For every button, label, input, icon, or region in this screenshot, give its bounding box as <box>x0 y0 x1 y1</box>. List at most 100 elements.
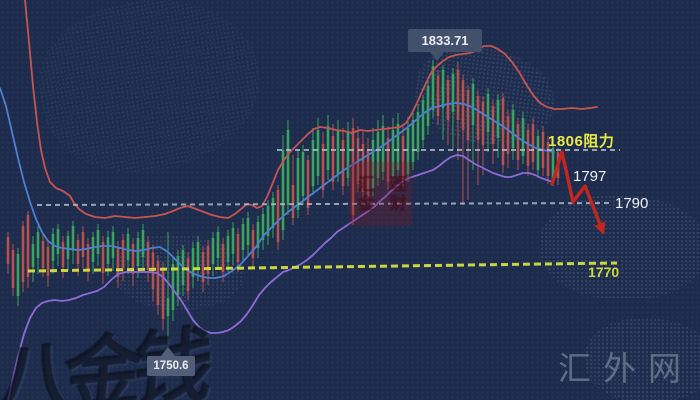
levels-layer <box>27 149 620 273</box>
candle <box>136 232 140 278</box>
low-price-callout: 1750.6 <box>147 356 195 376</box>
candle <box>271 192 275 238</box>
candle <box>296 150 300 218</box>
candle <box>186 252 190 300</box>
candle <box>341 128 345 195</box>
candle <box>221 238 225 282</box>
candle <box>211 232 215 276</box>
candle <box>451 68 455 150</box>
candle <box>546 136 550 184</box>
candle <box>466 85 470 200</box>
candle <box>216 226 220 270</box>
candle <box>141 224 145 270</box>
ma-lines-layer <box>0 0 598 400</box>
candle <box>161 262 165 330</box>
calligraphy-signature-watermark: 八金钱 <box>0 320 207 400</box>
candle <box>461 75 465 205</box>
candle <box>381 115 385 180</box>
candle <box>496 94 500 158</box>
candle <box>121 234 125 281</box>
forecast-arrow <box>550 150 606 235</box>
candle <box>226 230 230 272</box>
candle <box>16 248 20 306</box>
candle <box>361 132 365 200</box>
support-1770-dashed-line <box>27 261 618 273</box>
candle <box>326 115 330 180</box>
candle <box>416 104 420 160</box>
candle <box>311 128 315 195</box>
candle <box>181 245 185 296</box>
candle <box>401 124 405 188</box>
candle <box>236 228 240 272</box>
candle <box>386 126 390 190</box>
candle <box>11 244 15 296</box>
candle <box>66 231 70 271</box>
support-level-label-1770: 1770 <box>588 264 620 280</box>
candle <box>126 228 130 274</box>
red-seal-watermark: 汇金 理财 <box>348 162 412 226</box>
candle <box>286 120 290 215</box>
candle <box>351 118 355 225</box>
candle <box>166 232 170 344</box>
candle <box>246 212 250 255</box>
candle <box>231 222 235 265</box>
candle <box>526 124 530 176</box>
ma-line-red <box>24 0 598 219</box>
candle <box>36 226 40 274</box>
candle <box>371 128 375 196</box>
candle <box>536 130 540 178</box>
candle <box>306 155 310 215</box>
candle <box>31 236 35 282</box>
candle <box>331 124 335 190</box>
candle <box>101 236 105 284</box>
candle <box>396 113 400 178</box>
candle <box>51 228 55 274</box>
candle <box>21 221 25 292</box>
candle <box>276 185 280 250</box>
candle <box>71 221 75 264</box>
candle <box>116 241 120 288</box>
seal-text: 汇金 <box>354 175 374 213</box>
candle <box>201 246 205 292</box>
site-watermark: 汇外网 <box>558 352 693 388</box>
candle <box>471 78 475 170</box>
peak-price-callout: 1833.71 <box>408 29 482 52</box>
candle <box>261 208 265 250</box>
candle <box>426 80 430 135</box>
candle <box>131 238 135 286</box>
seal-text: 理财 <box>386 175 406 213</box>
candle <box>376 120 380 186</box>
candle <box>321 132 325 198</box>
candle <box>316 118 320 185</box>
candle <box>531 118 535 170</box>
candle <box>476 90 480 185</box>
price-level-label-1790: 1790 <box>615 195 649 212</box>
candle <box>486 88 490 152</box>
candle <box>446 75 450 145</box>
ma-line-purple <box>7 154 554 400</box>
candle <box>256 216 260 258</box>
candle <box>516 118 520 170</box>
candle <box>391 118 395 184</box>
candle <box>506 110 510 168</box>
price-level-label-1797: 1797 <box>573 168 607 185</box>
candle <box>81 226 85 268</box>
candle <box>411 110 415 170</box>
resistance-level-label: 1806阻力 <box>548 133 615 150</box>
candle <box>266 200 270 245</box>
candle <box>521 112 525 164</box>
candle <box>281 135 285 240</box>
candle <box>421 95 425 148</box>
candle <box>251 224 255 268</box>
candle <box>111 226 115 271</box>
candle <box>96 224 100 266</box>
candle <box>491 100 495 164</box>
candle <box>501 93 505 173</box>
candle <box>441 65 445 140</box>
ma-line-blue <box>0 87 555 279</box>
callout-pointer-up-icon <box>161 347 175 356</box>
candle <box>26 211 30 288</box>
candle <box>436 70 440 125</box>
